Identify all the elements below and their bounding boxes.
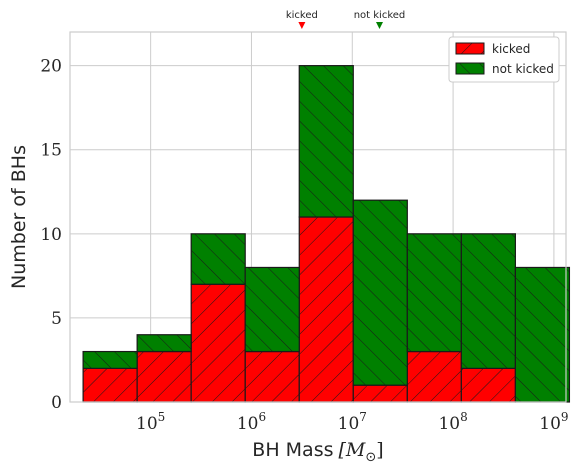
legend-label-not-kicked: not kicked [492, 62, 554, 76]
bar-hatch-kicked [298, 216, 354, 403]
bar-hatch-not-kicked [190, 233, 246, 285]
x-axis-label-close: ] [376, 439, 383, 461]
x-tick-label: 106 [237, 410, 266, 434]
plot-frame [69, 31, 567, 403]
x-tick-exponent: 8 [460, 410, 468, 424]
y-tick-label: 20 [40, 57, 62, 77]
bar-hatch-not-kicked [352, 199, 408, 386]
x-tick-label: 105 [136, 410, 165, 434]
y-axis-label: Number of BHs [8, 145, 30, 289]
y-tick-label: 5 [51, 309, 62, 329]
bar-hatch-kicked [190, 283, 246, 403]
legend: kicked not kicked [448, 36, 560, 83]
x-axis-label-unit: [M [339, 439, 366, 461]
x-tick-label: 108 [438, 410, 467, 434]
bar-hatch-not-kicked [298, 65, 354, 218]
bar-hatch-kicked [406, 350, 462, 403]
legend-swatch-hatch-not-kicked [455, 62, 485, 75]
bar-hatch-not-kicked [136, 334, 192, 353]
bar-hatch-kicked [352, 384, 408, 403]
marker-not-kicked-triangle [375, 22, 383, 29]
x-tick-label: 109 [539, 410, 568, 434]
bar-hatch-kicked [82, 367, 138, 403]
bar-hatch-kicked [460, 367, 516, 403]
x-axis-label: BH Mass [M⊙] [252, 439, 383, 465]
y-tick-label: 10 [40, 225, 62, 245]
legend-swatch-hatch-kicked [455, 42, 485, 55]
bar-hatch-kicked [136, 350, 192, 403]
y-tick-label: 0 [51, 393, 62, 413]
x-tick-base: 10 [438, 414, 460, 434]
bar-hatch-not-kicked [406, 233, 462, 353]
bar-hatch-not-kicked [514, 266, 571, 403]
x-tick-labels: 105 106 107 108 109 [136, 410, 569, 434]
x-tick-base: 10 [338, 414, 360, 434]
x-axis-label-text: BH Mass [252, 439, 333, 461]
x-tick-exponent: 6 [258, 410, 266, 424]
bar-hatch-not-kicked [460, 233, 516, 369]
x-tick-exponent: 7 [359, 410, 367, 424]
bar-hatch-kicked [244, 350, 300, 403]
x-tick-base: 10 [237, 414, 259, 434]
y-tick-labels: 0 5 10 15 20 [40, 57, 62, 413]
bar-hatch-not-kicked [244, 266, 300, 353]
histogram-bars [82, 65, 571, 403]
bar-hatch-not-kicked [82, 350, 138, 369]
y-tick-label: 15 [40, 141, 62, 161]
marker-not-kicked-label: not kicked [354, 10, 406, 21]
x-axis-label-sun-symbol: ⊙ [365, 450, 376, 465]
x-tick-exponent: 5 [158, 410, 166, 424]
x-tick-label: 107 [338, 410, 367, 434]
marker-kicked-label: kicked [286, 10, 318, 21]
marker-kicked-triangle [298, 22, 306, 29]
x-tick-exponent: 9 [561, 410, 569, 424]
mass-markers: kicked not kicked [286, 10, 405, 29]
legend-label-kicked: kicked [492, 42, 530, 56]
x-tick-base: 10 [136, 414, 158, 434]
x-tick-base: 10 [539, 414, 561, 434]
